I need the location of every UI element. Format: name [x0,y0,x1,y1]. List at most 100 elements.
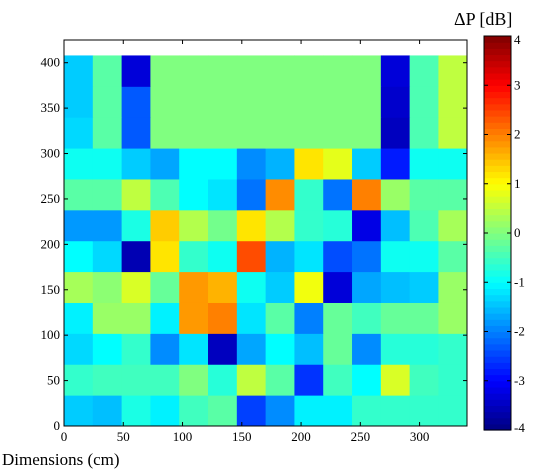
colorbar-tick-label: 3 [514,77,521,92]
colorbar-segment [484,337,511,345]
heatmap-cell [208,302,238,334]
heatmap-cell [409,55,439,87]
colorbar-segment [484,177,511,185]
heatmap-cell [121,209,151,242]
heatmap-cell [380,240,411,273]
heatmap-cell [409,333,439,365]
heatmap-cell [208,240,238,273]
colorbar-segment [484,319,511,326]
colorbar-segment [484,140,511,148]
colorbar-segment [484,294,511,302]
x-tick-label: 50 [117,429,130,444]
colorbar-segment [484,97,511,105]
heatmap-cell [323,333,353,365]
heatmap-cell [409,364,439,396]
heatmap-cells [64,55,468,427]
heatmap-cell [294,209,324,242]
colorbar-segment [484,356,511,363]
colorbar-tick-label: -1 [514,274,525,289]
heatmap-cell [294,364,324,396]
heatmap-cell [409,86,439,118]
heatmap-cell [352,209,382,242]
colorbar-segment [484,54,511,62]
heatmap-cell [323,271,353,303]
colorbar-segment [484,251,511,259]
heatmap-cell [323,240,353,273]
heatmap-cell [208,86,238,118]
heatmap-cell [352,271,382,303]
colorbar-segment [484,331,511,339]
heatmap-cell [352,333,382,365]
heatmap-cell [352,178,382,211]
colorbar-segment [484,72,511,80]
heatmap-cell [323,364,353,396]
colorbar-segment [484,349,511,357]
heatmap-cell [352,302,382,334]
colorbar-segment [484,282,511,290]
heatmap-cell [179,271,209,303]
heatmap-cell [380,395,411,427]
heatmap-cell [294,55,324,87]
heatmap-cell [121,302,151,334]
heatmap-cell [208,364,238,396]
heatmap-cell [179,333,209,365]
colorbar-segment [484,417,511,425]
colorbar-segment [484,103,511,111]
colorbar-segment [484,313,511,320]
colorbar-segment [484,128,511,136]
colorbar-tick-label: 2 [514,127,521,142]
heatmap-cell [352,148,382,180]
heatmap-cell [438,271,468,303]
heatmap-cell [323,117,353,149]
colorbar-segment [484,42,511,49]
heatmap-cell [380,333,411,365]
heatmap-cell [323,178,353,211]
heatmap-cell [121,148,151,180]
colorbar-tick-label: -2 [514,324,525,339]
y-tick-label: 300 [41,146,61,161]
heatmap-cell [92,333,123,365]
heatmap-cell [150,148,180,180]
y-tick-label: 200 [41,236,61,251]
colorbar-segment [484,146,511,154]
heatmap-cell [265,240,295,273]
y-tick-label: 350 [41,100,61,115]
heatmap-cell [323,148,353,180]
colorbar-segment [484,393,511,400]
heatmap-cell [438,364,468,396]
colorbar-segment [484,66,511,74]
heatmap-cell [352,55,382,87]
heatmap-cell [352,240,382,273]
heatmap-cell [380,178,411,211]
heatmap-cell [150,333,180,365]
heatmap-cell [294,333,324,365]
heatmap-cell [265,178,295,211]
heatmap-cell [236,364,267,396]
heatmap-cell [179,395,209,427]
heatmap-cell [179,117,209,149]
y-tick-label: 250 [41,191,61,206]
heatmap-cell [236,148,267,180]
heatmap-cell [236,55,267,87]
y-tick-label: 50 [47,373,60,388]
heatmap-cell [294,117,324,149]
heatmap-cell [92,86,123,118]
heatmap-cell [380,209,411,242]
heatmap-cell [150,117,180,149]
heatmap-cell [409,302,439,334]
heatmap-cell [236,271,267,303]
heatmap-cell [438,395,468,427]
x-tick-label: 0 [61,429,68,444]
plot-border [63,39,468,427]
heatmap-cell [236,395,267,427]
heatmap-cell [150,209,180,242]
heatmap-cell [380,302,411,334]
colorbar-segment [484,239,511,246]
colorbar-segment [484,411,511,419]
colorbar-segment [484,36,511,43]
heatmap-cell [265,86,295,118]
heatmap-cell [294,148,324,180]
heatmap-cell [236,302,267,334]
heatmap-cell [323,86,353,118]
heatmap-cell [64,55,94,87]
